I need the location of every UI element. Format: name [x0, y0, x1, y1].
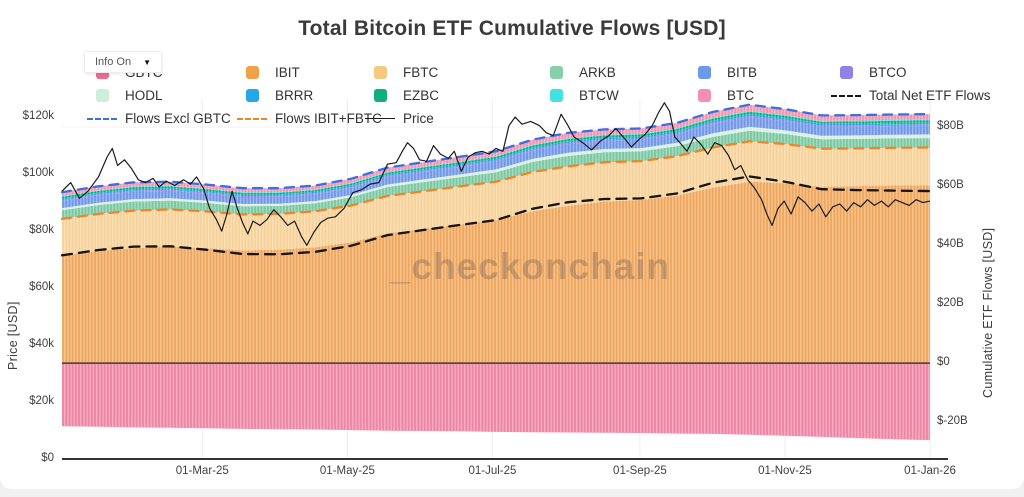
y-tick-left: $80k — [29, 224, 54, 237]
x-tick: 01-May-25 — [319, 465, 375, 477]
price-line — [61, 102, 931, 246]
legend-marker — [373, 66, 387, 79]
legend-label: Flows Excl GBTC — [125, 111, 231, 126]
legend-item-btc[interactable]: BTC — [688, 85, 830, 106]
legend-item-flows-excl-gbtc[interactable]: Flows Excl GBTC — [86, 108, 236, 129]
legend-dash-line-icon — [830, 94, 862, 97]
legend-swatch-icon — [688, 89, 720, 102]
info-dropdown[interactable]: Info On ▼ — [84, 51, 162, 73]
legend-item-total-net-etf-flows[interactable]: Total Net ETF Flows — [830, 85, 991, 106]
legend: GBTCIBITFBTCARKBBITBBTCOHODLBRRREZBCBTCW… — [86, 62, 991, 129]
legend-marker — [245, 89, 259, 102]
y-tick-right: $40B — [937, 238, 964, 251]
legend-item-arkb[interactable]: ARKB — [540, 62, 688, 83]
legend-label: IBIT — [275, 65, 300, 80]
legend-label: ARKB — [579, 65, 616, 80]
legend-label: BTCW — [579, 88, 619, 103]
legend-marker — [549, 66, 563, 79]
right-axis-title: Cumulative ETF Flows [USD] — [981, 227, 995, 398]
y-tick-right: $0 — [937, 356, 950, 369]
x-tick: 01-Mar-25 — [175, 465, 229, 477]
legend-item-btcw[interactable]: BTCW — [540, 85, 688, 106]
line-ibit-fbtc — [60, 140, 932, 221]
legend-label: BTC — [727, 88, 754, 103]
x-tick: 01-Nov-25 — [758, 465, 812, 477]
line-excl-gbtc — [60, 103, 932, 194]
legend-label: EZBC — [403, 88, 440, 103]
legend-item-bitb[interactable]: BITB — [688, 62, 830, 83]
legend-item-ibit[interactable]: IBIT — [236, 62, 364, 83]
legend-label: Total Net ETF Flows — [869, 88, 991, 103]
legend-label: BITB — [727, 65, 758, 80]
legend-swatch-icon — [540, 89, 572, 102]
x-tick: 01-Sep-25 — [613, 465, 667, 477]
y-tick-right: $80B — [937, 120, 964, 133]
legend-swatch-icon — [236, 66, 268, 79]
legend-label: BRRR — [275, 88, 314, 103]
legend-item-brrr[interactable]: BRRR — [236, 85, 364, 106]
caret-down-icon: ▼ — [143, 57, 151, 67]
legend-label: Price — [403, 111, 434, 126]
legend-item-fbtc[interactable]: FBTC — [364, 62, 540, 83]
x-tick: 01-Jan-26 — [904, 465, 956, 477]
line-total-net — [60, 175, 932, 257]
legend-marker — [237, 117, 267, 120]
info-dropdown-label: Info On — [95, 56, 132, 68]
legend-marker — [95, 89, 109, 102]
y-tick-left: $100k — [22, 167, 54, 180]
legend-marker — [365, 118, 395, 119]
legend-item-price[interactable]: Price — [364, 108, 540, 129]
x-tick: 01-Jul-25 — [468, 465, 517, 477]
legend-label: HODL — [125, 88, 163, 103]
y-tick-left: $120k — [22, 110, 54, 123]
legend-swatch-icon — [86, 89, 118, 102]
legend-solid-line-icon — [364, 118, 396, 119]
legend-item-flows-ibit-fbtc[interactable]: Flows IBIT+FBTC — [236, 108, 382, 129]
legend-marker — [87, 117, 117, 120]
legend-label: BTCO — [869, 65, 907, 80]
legend-item-ezbc[interactable]: EZBC — [364, 85, 540, 106]
y-tick-right: $60B — [937, 179, 964, 192]
legend-swatch-icon — [830, 66, 862, 79]
legend-item-hodl[interactable]: HODL — [86, 85, 236, 106]
legend-marker — [839, 66, 853, 79]
legend-label: FBTC — [403, 65, 439, 80]
legend-swatch-icon — [688, 66, 720, 79]
legend-dash-line-icon — [86, 117, 118, 120]
legend-item-btco[interactable]: BTCO — [830, 62, 991, 83]
y-tick-right: $20B — [937, 297, 964, 310]
legend-marker — [245, 66, 259, 79]
y-tick-left: $60k — [29, 281, 54, 294]
legend-marker — [697, 66, 711, 79]
legend-swatch-icon — [540, 66, 572, 79]
legend-swatch-icon — [364, 89, 396, 102]
y-tick-right: $-20B — [937, 415, 968, 428]
legend-dash-line-icon — [236, 117, 268, 120]
y-tick-left: $20k — [29, 395, 54, 408]
y-tick-left: $0 — [41, 452, 54, 464]
legend-label: Flows IBIT+FBTC — [275, 111, 382, 126]
legend-marker — [697, 89, 711, 102]
legend-marker — [831, 94, 861, 97]
chart-title: Total Bitcoin ETF Cumulative Flows [USD] — [298, 17, 726, 40]
legend-swatch-icon — [236, 89, 268, 102]
legend-swatch-icon — [364, 66, 396, 79]
y-tick-left: $40k — [29, 338, 54, 351]
legend-marker — [549, 89, 563, 102]
legend-marker — [373, 89, 387, 102]
